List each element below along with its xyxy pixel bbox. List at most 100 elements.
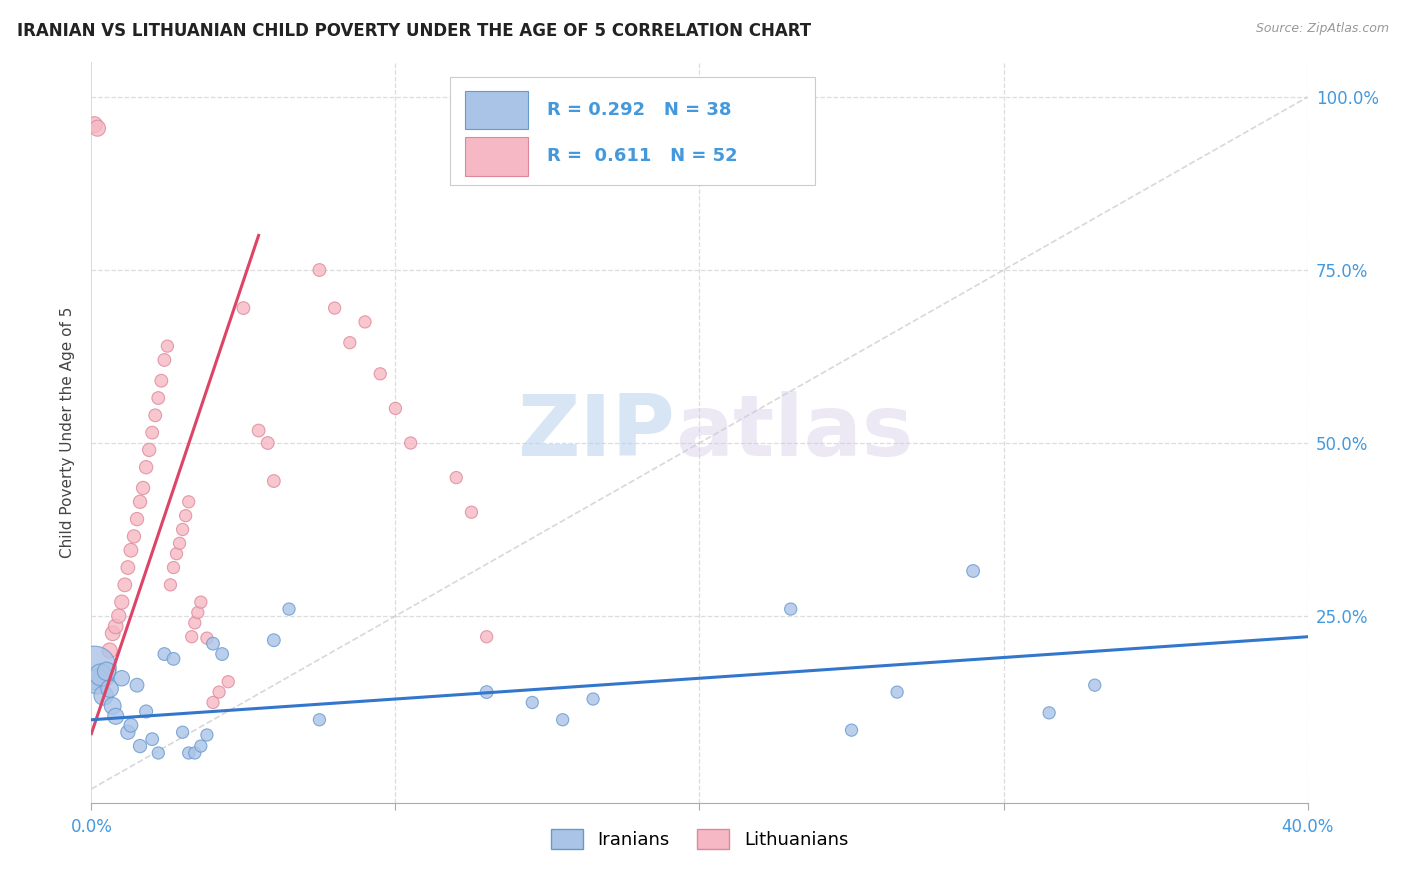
Point bbox=[148, 746, 170, 760]
Point bbox=[475, 685, 498, 699]
Point bbox=[217, 674, 239, 689]
Point bbox=[1038, 706, 1060, 720]
Point bbox=[98, 643, 121, 657]
Point bbox=[172, 523, 194, 537]
Point bbox=[247, 424, 270, 438]
FancyBboxPatch shape bbox=[465, 91, 529, 129]
Point bbox=[141, 425, 163, 440]
Point bbox=[93, 689, 115, 703]
Point bbox=[129, 739, 152, 753]
Text: IRANIAN VS LITHUANIAN CHILD POVERTY UNDER THE AGE OF 5 CORRELATION CHART: IRANIAN VS LITHUANIAN CHILD POVERTY UNDE… bbox=[17, 22, 811, 40]
Point bbox=[96, 671, 118, 685]
Point bbox=[841, 723, 863, 738]
Point bbox=[354, 315, 377, 329]
Point bbox=[120, 543, 142, 558]
Point bbox=[129, 495, 152, 509]
Point bbox=[125, 678, 148, 692]
Text: R =  0.611   N = 52: R = 0.611 N = 52 bbox=[547, 147, 738, 165]
Point bbox=[256, 436, 278, 450]
Point bbox=[195, 728, 218, 742]
Point bbox=[263, 474, 285, 488]
Text: atlas: atlas bbox=[675, 391, 914, 475]
Point bbox=[153, 647, 176, 661]
Point bbox=[83, 661, 105, 675]
Point bbox=[263, 633, 285, 648]
Point bbox=[323, 301, 346, 315]
Point bbox=[177, 495, 200, 509]
Point bbox=[111, 671, 134, 685]
Point bbox=[779, 602, 801, 616]
Point bbox=[156, 339, 179, 353]
Point bbox=[174, 508, 197, 523]
Point bbox=[308, 263, 330, 277]
Point bbox=[141, 732, 163, 747]
Point bbox=[384, 401, 406, 416]
Point bbox=[148, 391, 170, 405]
Point bbox=[211, 647, 233, 661]
Point bbox=[190, 595, 212, 609]
Point bbox=[190, 739, 212, 753]
Point bbox=[135, 460, 157, 475]
Point bbox=[83, 118, 105, 132]
Point bbox=[162, 652, 184, 666]
Point bbox=[135, 705, 157, 719]
Text: Source: ZipAtlas.com: Source: ZipAtlas.com bbox=[1256, 22, 1389, 36]
Point bbox=[89, 667, 111, 681]
Point bbox=[202, 696, 225, 710]
Point bbox=[202, 637, 225, 651]
Point bbox=[111, 595, 134, 609]
Point bbox=[120, 718, 142, 732]
Point bbox=[122, 529, 145, 543]
Y-axis label: Child Poverty Under the Age of 5: Child Poverty Under the Age of 5 bbox=[60, 307, 76, 558]
Point bbox=[150, 374, 173, 388]
Point bbox=[117, 725, 139, 739]
Point bbox=[98, 681, 121, 696]
Point bbox=[153, 353, 176, 368]
Point bbox=[166, 547, 188, 561]
Point bbox=[101, 626, 124, 640]
Point bbox=[132, 481, 155, 495]
Point bbox=[444, 470, 467, 484]
Legend: Iranians, Lithuanians: Iranians, Lithuanians bbox=[544, 822, 855, 856]
Point bbox=[86, 121, 108, 136]
Point bbox=[886, 685, 908, 699]
Text: R = 0.292   N = 38: R = 0.292 N = 38 bbox=[547, 101, 733, 119]
FancyBboxPatch shape bbox=[450, 78, 815, 185]
Point bbox=[184, 746, 207, 760]
Point bbox=[308, 713, 330, 727]
Point bbox=[104, 709, 127, 723]
Point bbox=[232, 301, 254, 315]
Point bbox=[117, 560, 139, 574]
Point bbox=[187, 606, 209, 620]
Point bbox=[101, 698, 124, 713]
Text: ZIP: ZIP bbox=[517, 391, 675, 475]
Point bbox=[104, 619, 127, 633]
FancyBboxPatch shape bbox=[465, 137, 529, 176]
Point bbox=[86, 674, 108, 689]
Point bbox=[195, 631, 218, 645]
Point bbox=[114, 578, 136, 592]
Point bbox=[172, 725, 194, 739]
Point bbox=[522, 696, 544, 710]
Point bbox=[460, 505, 482, 519]
Point bbox=[208, 685, 231, 699]
Point bbox=[143, 409, 166, 423]
Point bbox=[125, 512, 148, 526]
Point bbox=[180, 630, 202, 644]
Point bbox=[138, 442, 160, 457]
Point bbox=[1084, 678, 1107, 692]
Point bbox=[962, 564, 984, 578]
Point bbox=[399, 436, 422, 450]
Point bbox=[551, 713, 574, 727]
Point bbox=[475, 630, 498, 644]
Point bbox=[177, 746, 200, 760]
Point bbox=[339, 335, 361, 350]
Point bbox=[184, 615, 207, 630]
Point bbox=[368, 367, 391, 381]
Point bbox=[162, 560, 184, 574]
Point bbox=[582, 692, 605, 706]
Point bbox=[96, 665, 118, 679]
Point bbox=[107, 609, 129, 624]
Point bbox=[278, 602, 301, 616]
Point bbox=[159, 578, 181, 592]
